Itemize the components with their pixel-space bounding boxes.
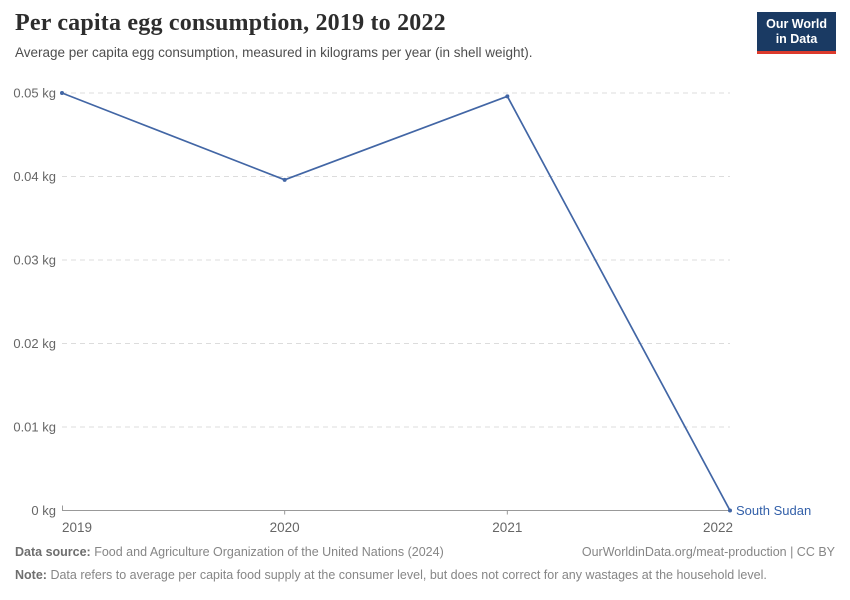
x-tick-label: 2019: [62, 520, 92, 535]
y-tick-label: 0.05 kg: [13, 86, 56, 101]
data-line: [61, 92, 731, 512]
x-tick-label: 2022: [703, 520, 733, 535]
data-source: Data source: Food and Agriculture Organi…: [15, 545, 444, 561]
data-point: [728, 508, 732, 513]
logo-line-2: in Data: [775, 32, 818, 46]
y-tick-label: 0 kg: [31, 503, 56, 518]
footer-note-text: Data refers to average per capita food s…: [50, 567, 767, 582]
y-tick-label: 0.01 kg: [13, 420, 56, 435]
data-point: [282, 177, 287, 182]
data-source-text: Food and Agriculture Organization of the…: [94, 545, 444, 559]
footer-note: Note: Data refers to average per capita …: [15, 568, 835, 584]
chart-header: Per capita egg consumption, 2019 to 2022…: [15, 10, 750, 60]
chart-footer: Data source: Food and Agriculture Organi…: [15, 545, 835, 583]
data-source-label: Data source:: [15, 545, 91, 559]
logo-line-1: Our World: [766, 17, 827, 31]
y-tick-label: 0.04 kg: [13, 169, 56, 184]
footer-link[interactable]: OurWorldinData.org/meat-production | CC …: [581, 545, 835, 559]
entity-label: South Sudan: [736, 503, 811, 518]
x-tick-label: 2021: [492, 520, 522, 535]
x-tick-label: 2020: [270, 520, 300, 535]
data-point: [60, 91, 64, 95]
owid-logo[interactable]: Our World in Data: [757, 12, 836, 54]
footer-note-label: Note:: [15, 567, 47, 582]
chart-subtitle: Average per capita egg consumption, meas…: [15, 45, 533, 60]
y-tick-label: 0.03 kg: [13, 253, 56, 268]
page-title: Per capita egg consumption, 2019 to 2022: [15, 10, 446, 36]
y-tick-label: 0.02 kg: [13, 336, 56, 351]
data-point: [505, 94, 510, 99]
